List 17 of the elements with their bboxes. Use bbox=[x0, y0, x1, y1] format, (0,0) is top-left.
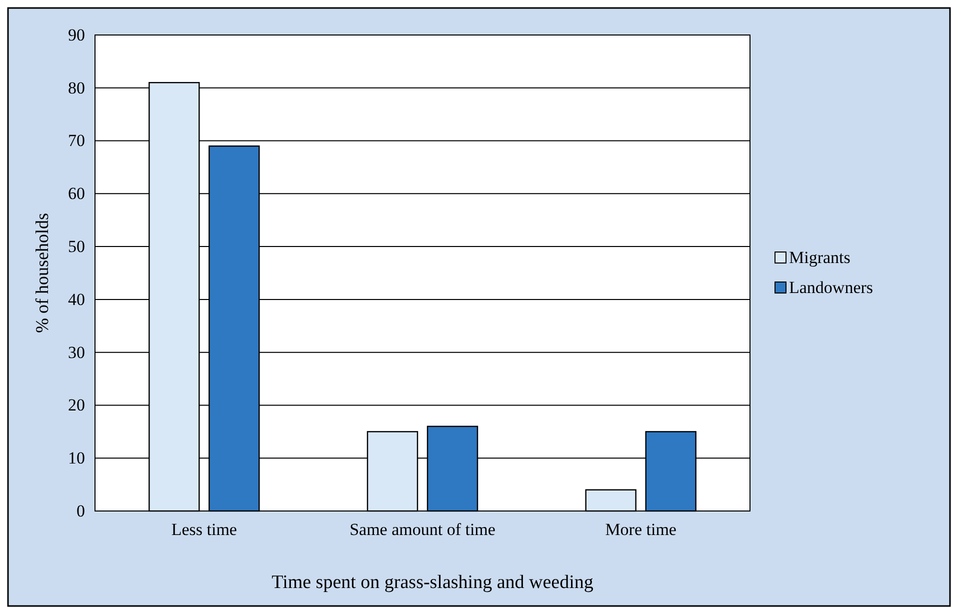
y-tick-label: 10 bbox=[68, 448, 85, 468]
y-axis-title: % of households bbox=[32, 213, 52, 333]
legend-label: Landowners bbox=[789, 278, 874, 297]
x-axis-title: Time spent on grass-slashing and weeding bbox=[272, 572, 594, 593]
y-tick-label: 70 bbox=[68, 131, 85, 150]
y-tick-label: 20 bbox=[68, 396, 85, 415]
legend-label: Migrants bbox=[789, 248, 850, 267]
y-tick-label: 90 bbox=[68, 25, 85, 44]
y-tick-label: 40 bbox=[68, 290, 85, 309]
y-tick-label: 30 bbox=[68, 342, 85, 362]
y-tick-label: 0 bbox=[76, 501, 85, 520]
x-tick-label: Less time bbox=[171, 520, 237, 540]
y-tick-label: 60 bbox=[68, 184, 85, 204]
y-tick-label: 50 bbox=[68, 236, 85, 256]
y-tick-label: 80 bbox=[68, 78, 85, 98]
x-tick-label: More time bbox=[605, 520, 676, 540]
x-tick-label: Same amount of time bbox=[350, 520, 496, 540]
